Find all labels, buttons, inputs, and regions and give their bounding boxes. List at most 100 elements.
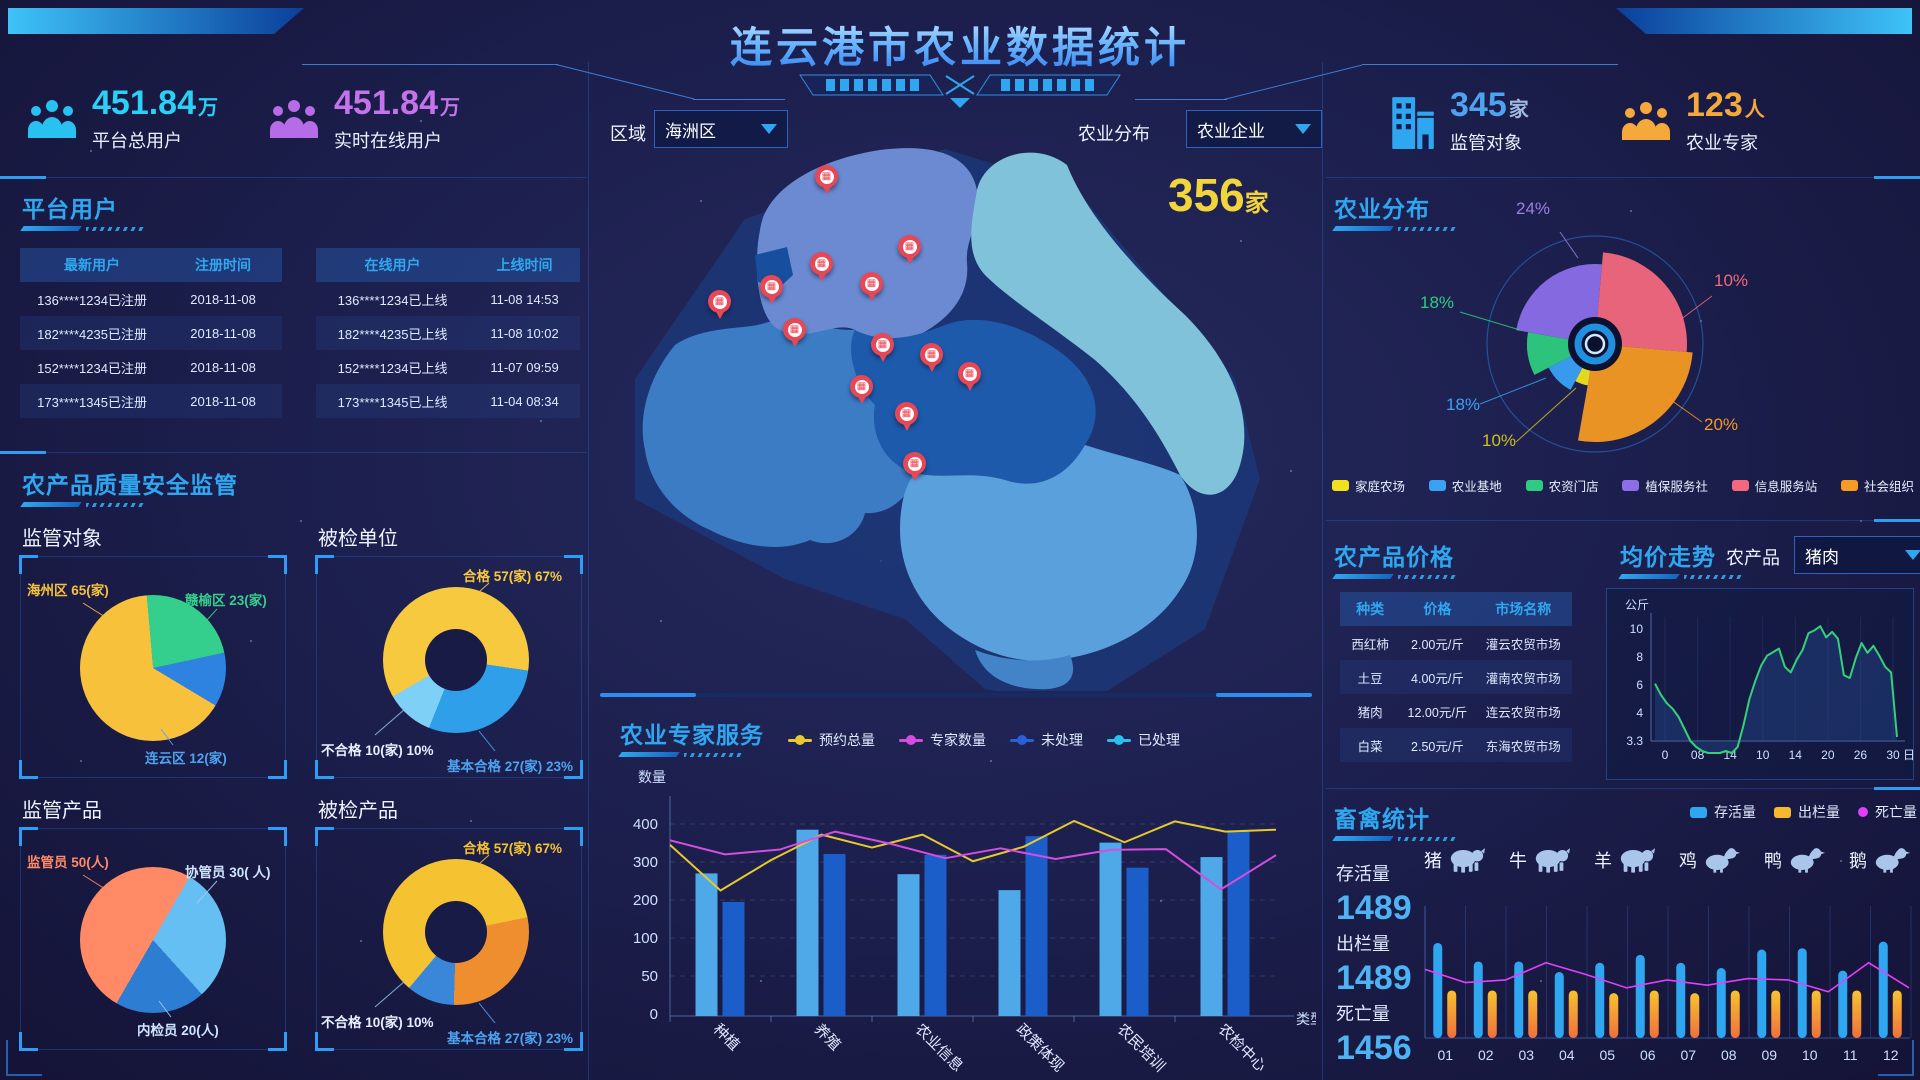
svg-text:政策体现: 政策体现 — [1013, 1021, 1067, 1075]
title-underline-decoration — [1334, 226, 1462, 231]
slice-label: 合格 57(家) 67% — [463, 569, 563, 584]
online-table: 在线用户 上线时间 136****1234已上线 11-08 14:53 182****… — [316, 248, 580, 418]
map-marker-pin[interactable]: ▦ — [895, 402, 919, 434]
region-select[interactable]: 海洲区 — [654, 110, 788, 148]
map-marker-pin[interactable]: ▦ — [708, 290, 732, 322]
svg-text:日期: 日期 — [1903, 748, 1913, 762]
pin-head: ▦ — [920, 343, 943, 366]
header-line — [302, 64, 558, 65]
legend-item-存活量[interactable]: 存活量 — [1690, 802, 1756, 822]
distribution-select[interactable]: 农业企业 — [1186, 110, 1322, 148]
svg-text:0: 0 — [1662, 748, 1669, 762]
table-header: 在线用户 上线时间 — [316, 248, 580, 282]
animal-牛: 牛 — [1509, 846, 1570, 873]
map-marker-pin[interactable]: ▦ — [760, 275, 784, 307]
title-emblem — [799, 74, 1121, 108]
legend-item-植保服务社[interactable]: 植保服务社 — [1622, 476, 1708, 495]
svg-text:种植: 种植 — [710, 1021, 743, 1054]
table-cell: 2018-11-08 — [190, 359, 256, 375]
section-divider — [1326, 176, 1920, 179]
section-title-quality: 农产品质量安全监管 — [22, 472, 238, 498]
pig-icon — [1447, 846, 1485, 873]
map-marker-pin[interactable]: ▦ — [810, 252, 834, 284]
column-header: 注册时间 — [195, 257, 252, 273]
pie-chart-supervision-product — [80, 867, 226, 1013]
table-cell: 猪肉 — [1357, 705, 1383, 720]
animal-鸡: 鸡 — [1679, 846, 1740, 873]
stat-value: 451.84 万 — [92, 84, 218, 122]
legend-item-农业基地[interactable]: 农业基地 — [1428, 476, 1502, 495]
pin-head: ▦ — [815, 165, 838, 188]
pin-head: ▦ — [895, 402, 918, 425]
column-header: 上线时间 — [496, 257, 553, 273]
legend-item-信息服务站[interactable]: 信息服务站 — [1731, 476, 1818, 495]
livestock-stat-出栏量: 出栏量 1489 — [1336, 930, 1412, 998]
map-marker-pin[interactable]: ▦ — [860, 272, 884, 304]
pin-head: ▦ — [850, 375, 873, 398]
svg-text:10: 10 — [1802, 1047, 1818, 1063]
table-row: 土豆 4.00元/斤 灌南农贸市场 — [1340, 660, 1572, 694]
pin-glyph: ▦ — [875, 337, 890, 352]
legend-item-专家数量[interactable]: 专家数量 — [899, 730, 986, 750]
header-line — [1135, 99, 1227, 100]
stat-label: 平台总用户 — [92, 131, 182, 151]
price-trend-chart: 公斤3.346810008141014202630日期 — [1625, 598, 1920, 762]
donut-chart-inspected-units — [383, 587, 529, 733]
product-select[interactable]: 猪肉 — [1794, 536, 1920, 574]
map-marker-pin[interactable]: ▦ — [815, 165, 839, 197]
map-marker-pin[interactable]: ▦ — [783, 318, 807, 350]
table-cell: 4.00元/斤 — [1411, 671, 1464, 686]
chart-label-inspected-product: 被检产品 — [318, 800, 398, 822]
bar-done — [1099, 842, 1122, 1016]
chart-label-inspected-units: 被检单位 — [318, 528, 398, 550]
duck-icon — [1787, 846, 1825, 873]
table-cell: 11-04 08:34 — [490, 393, 559, 409]
building-icon — [1388, 95, 1436, 149]
table-cell: 182****4235已注册 — [37, 326, 147, 342]
svg-text:养殖: 养殖 — [811, 1021, 844, 1054]
svg-text:3.3: 3.3 — [1626, 734, 1643, 748]
section-title-trend: 均价走势 — [1620, 544, 1716, 570]
map-scrollbar[interactable] — [600, 693, 1312, 697]
legend-label: 未处理 — [1041, 732, 1083, 748]
legend-item-家庭农场[interactable]: 家庭农场 — [1332, 476, 1405, 495]
map-marker-pin[interactable]: ▦ — [898, 235, 922, 267]
lianyungang-map[interactable] — [615, 135, 1305, 691]
section-title-price: 农产品价格 — [1334, 544, 1454, 570]
column-header: 在线用户 — [364, 257, 421, 273]
animal-label: 牛 — [1509, 850, 1527, 871]
pin-glyph: ▦ — [819, 169, 834, 184]
map-marker-pin[interactable]: ▦ — [903, 452, 927, 484]
legend-item-出栏量[interactable]: 出栏量 — [1774, 802, 1840, 822]
legend-label: 信息服务站 — [1754, 480, 1818, 494]
map-marker-pin[interactable]: ▦ — [871, 333, 895, 365]
table-cell: 土豆 — [1357, 671, 1383, 686]
legend-item-死亡量[interactable]: 死亡量 — [1858, 802, 1917, 822]
pin-head: ▦ — [903, 452, 926, 475]
svg-text:10%: 10% — [1482, 431, 1516, 450]
slice-label: 不合格 10(家) 10% — [321, 1015, 434, 1030]
map-marker-pin[interactable]: ▦ — [850, 375, 874, 407]
legend-item-未处理[interactable]: 未处理 — [1010, 730, 1083, 750]
legend-item-社会组织[interactable]: 社会组织 — [1840, 476, 1914, 495]
svg-text:09: 09 — [1761, 1047, 1777, 1063]
map-marker-pin[interactable]: ▦ — [920, 343, 944, 375]
corner-bracket — [315, 555, 334, 574]
map-marker-pin[interactable]: ▦ — [958, 362, 982, 394]
legend-label: 植保服务社 — [1645, 480, 1708, 494]
price-trend-panel: 公斤3.346810008141014202630日期 — [1606, 588, 1920, 780]
table-row: 182****4235已上线 11-08 10:02 — [316, 316, 580, 350]
table-cell: 12.00元/斤 — [1407, 705, 1468, 720]
legend-swatch — [1525, 480, 1543, 491]
svg-text:数量: 数量 — [638, 769, 666, 785]
table-cell: 灌云农贸市场 — [1485, 637, 1561, 652]
pie-chart-supervision-target — [80, 595, 226, 741]
legend-item-农资门店[interactable]: 农资门店 — [1525, 476, 1599, 495]
stat-total-users: 451.84 万 平台总用户 — [26, 86, 218, 153]
corner-bracket — [19, 827, 38, 846]
table-header: 最新用户 注册时间 — [20, 248, 282, 282]
legend-item-已处理[interactable]: 已处理 — [1107, 730, 1180, 750]
table-cell: 白菜 — [1357, 739, 1383, 754]
bar-done — [796, 829, 819, 1016]
legend-item-预约总量[interactable]: 预约总量 — [788, 730, 875, 750]
